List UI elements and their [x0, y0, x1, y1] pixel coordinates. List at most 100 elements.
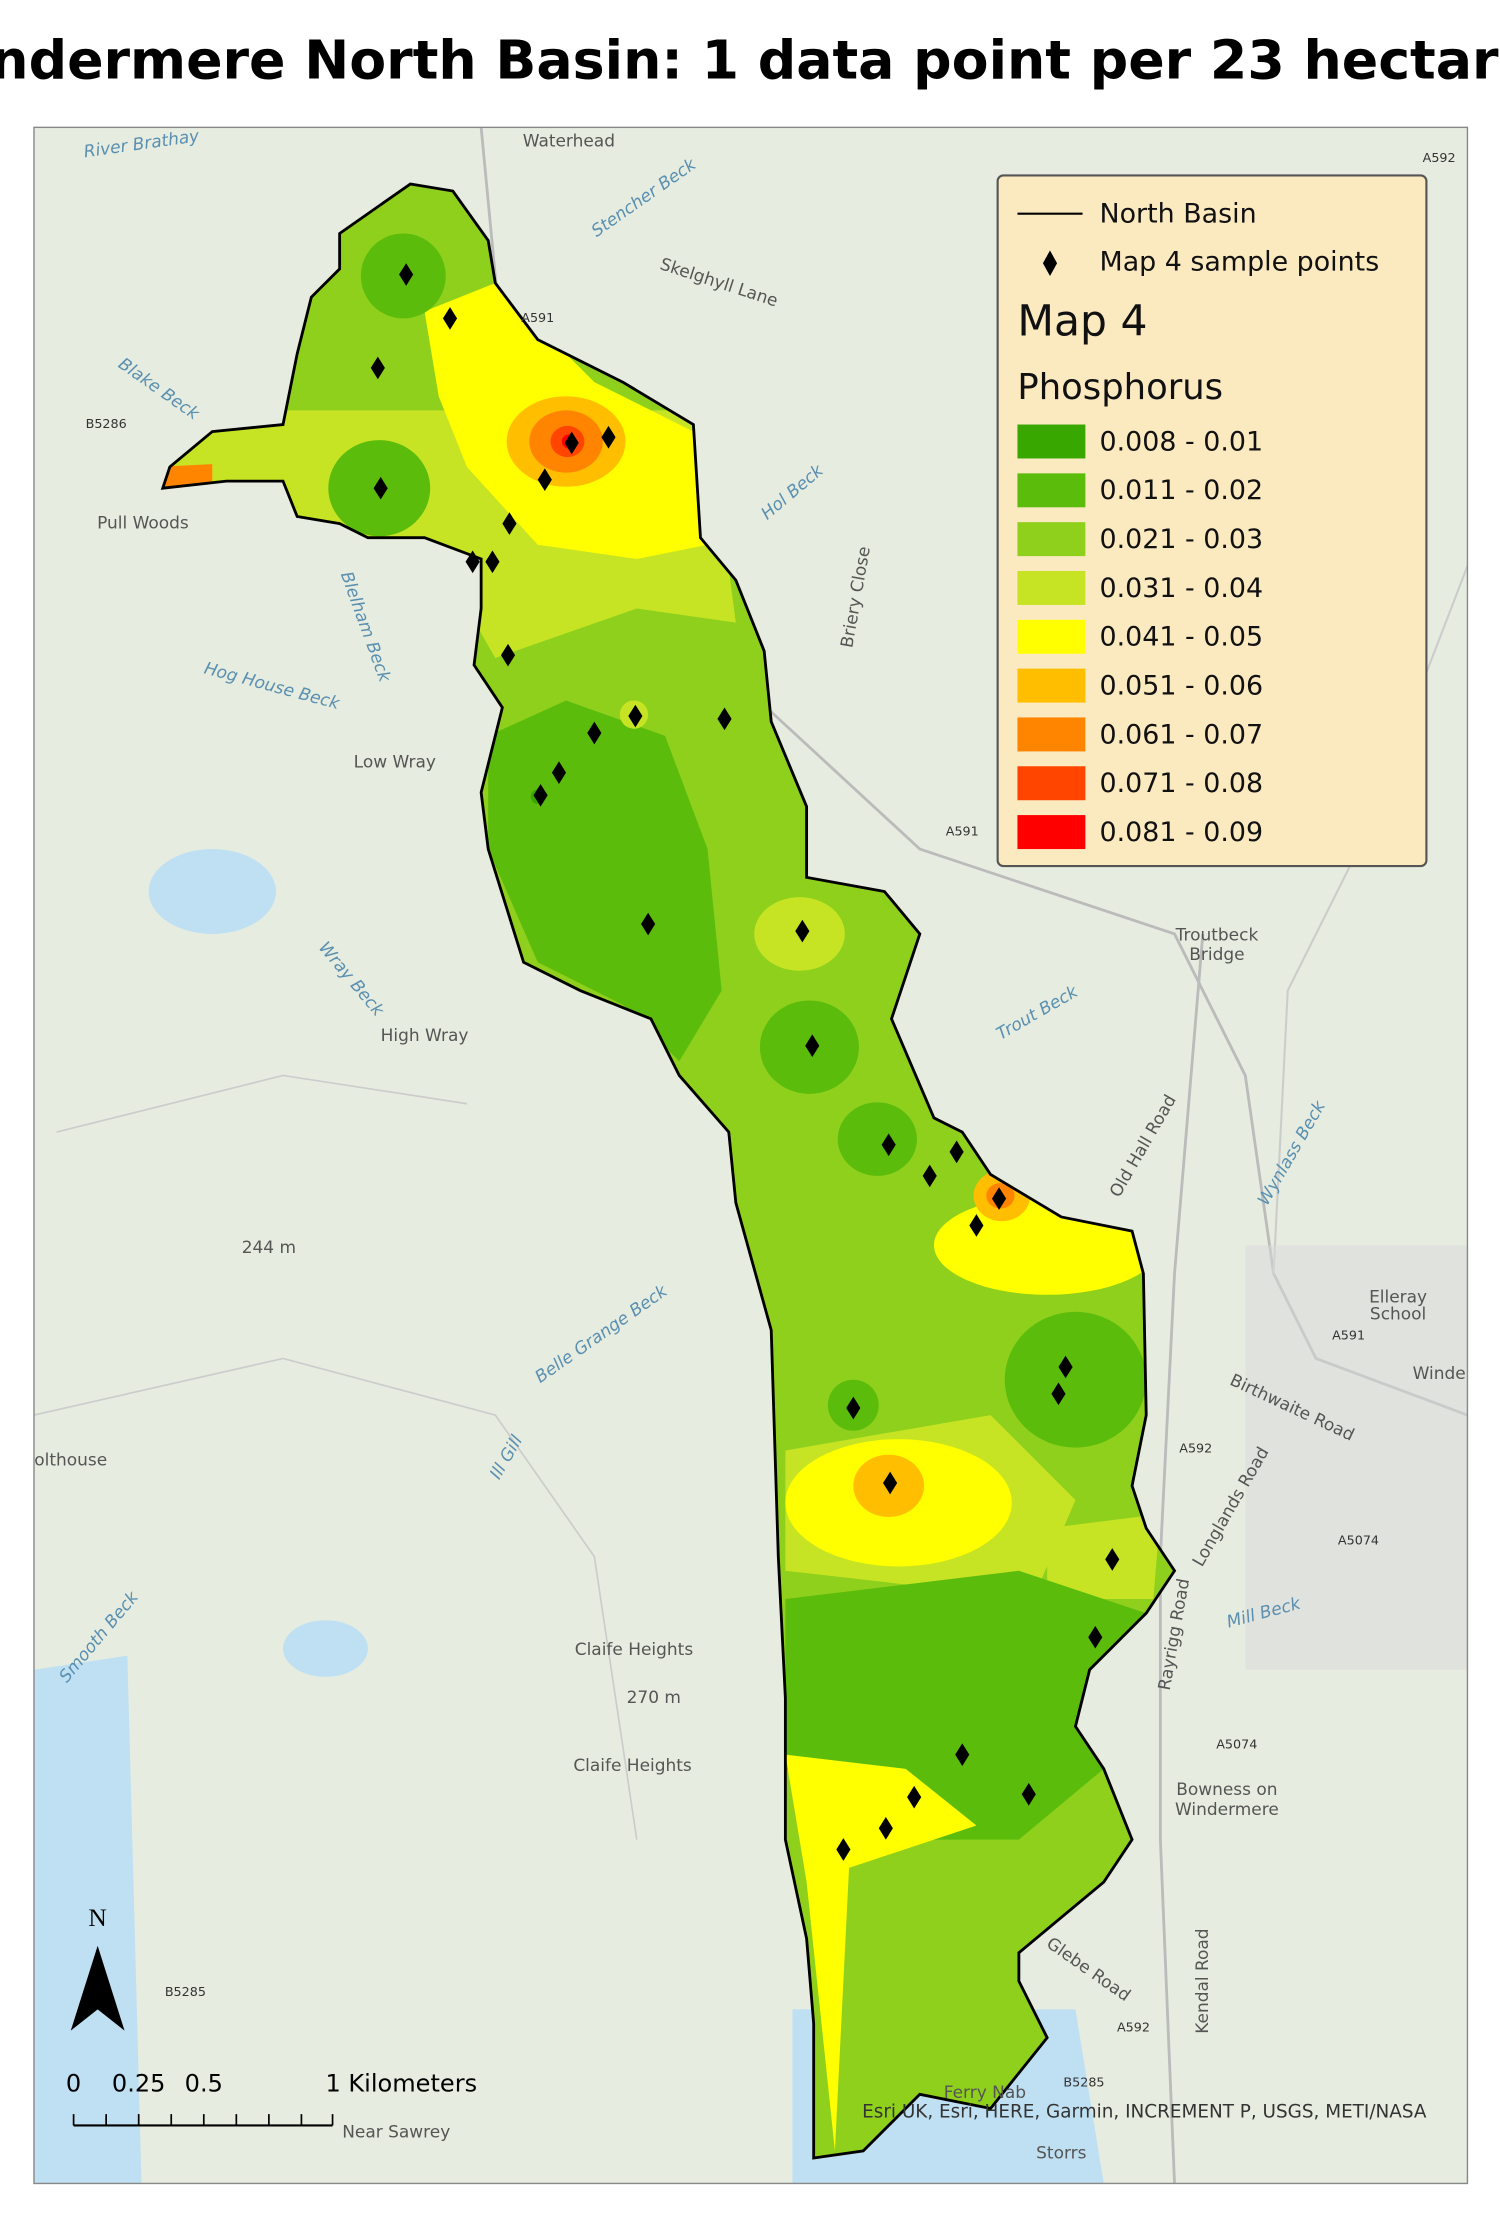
place-label: 270 m: [627, 1688, 681, 1708]
place-label: School: [1370, 1305, 1426, 1325]
legend-label: Map 4 sample points: [1100, 247, 1380, 278]
legend-classes: 0.008 - 0.01 0.011 - 0.02 0.021 - 0.03 0.03…: [1017, 424, 1264, 850]
title: Windermere North Basin: 1 data point per…: [0, 28, 1500, 91]
road: [33, 1357, 638, 1840]
sample-point: [1051, 1382, 1066, 1406]
scale-label: 1 Kilometers: [325, 2069, 477, 2097]
legend-class-label: 0.071 - 0.08: [1100, 768, 1264, 799]
legend-point-symbol: [1042, 250, 1058, 276]
sample-point: [836, 1838, 851, 1861]
place-label: High Wray: [381, 1026, 469, 1046]
sample-point: [878, 1816, 893, 1840]
water: [283, 1620, 368, 1677]
legend-label: North Basin: [1100, 199, 1257, 230]
legend-class-label: 0.051 - 0.06: [1100, 671, 1264, 702]
place-label: olthouse: [34, 1450, 107, 1470]
phosphorus-surface: [162, 183, 1175, 2158]
north-arrow: N: [70, 1903, 125, 2031]
urban-area: [1245, 1245, 1468, 1670]
road: [56, 1074, 468, 1133]
scale-bar: 0 0.25 0.5 1 Kilometers: [66, 2069, 477, 2127]
legend-map-title: Map 4: [1017, 298, 1147, 347]
place-label: Waterhead: [523, 132, 615, 152]
legend-swatch: [1017, 522, 1086, 557]
class-zone: [1004, 1311, 1147, 1448]
sample-point: [969, 1214, 984, 1237]
place-label: Troutbeck: [1175, 925, 1259, 945]
place-label: A592: [1423, 151, 1456, 166]
sample-point: [465, 550, 480, 574]
sample-point: [846, 1396, 861, 1420]
place-label: Bowness on: [1176, 1780, 1277, 1800]
scale-label: 0.25: [112, 2069, 166, 2097]
legend-swatch: [1017, 619, 1086, 654]
attribution: Esri UK, Esri, HERE, Garmin, INCREMENT P…: [862, 2102, 1427, 2123]
basin-outline: [160, 182, 1177, 2160]
sample-point: [601, 425, 616, 449]
legend-box: [996, 174, 1428, 868]
place-label: Windermere: [1175, 1800, 1279, 1820]
class-zone: [785, 1754, 977, 2151]
legend-class-label: 0.081 - 0.09: [1100, 817, 1264, 848]
legend-swatch: [1017, 668, 1086, 703]
place-label: Storrs: [1036, 2144, 1086, 2164]
legend-class-label: 0.021 - 0.03: [1100, 524, 1264, 555]
sample-point: [922, 1164, 937, 1188]
place-label: Bridge: [1189, 945, 1244, 965]
sample-point: [949, 1140, 964, 1164]
legend: North Basin Map 4 sample points Map 4 Ph…: [996, 174, 1428, 868]
water: [148, 849, 276, 934]
place-label: A591: [1332, 1328, 1365, 1343]
legend-swatch: [1017, 815, 1086, 850]
sample-point: [537, 468, 552, 492]
class-zone: [1047, 1514, 1161, 1600]
place-label: Kendal Road: [1193, 1928, 1213, 2033]
sample-point: [881, 1133, 896, 1157]
legend-class-label: 0.008 - 0.01: [1100, 426, 1264, 457]
sample-point: [399, 263, 414, 286]
place-label: B5285: [1063, 2075, 1104, 2090]
north-label: N: [88, 1903, 106, 1932]
legend-swatch: [1017, 570, 1086, 605]
sample-point: [1088, 1625, 1103, 1649]
place-label: Claife Heights: [573, 1756, 692, 1776]
sample-point: [1105, 1548, 1120, 1571]
place-label: Low Wray: [354, 753, 436, 773]
place-label: Winde: [1413, 1364, 1466, 1384]
water: [33, 1655, 142, 2184]
sample-point: [533, 783, 548, 807]
sample-point: [805, 1034, 820, 1058]
place-label: Near Sawrey: [342, 2123, 450, 2143]
place-label: A5074: [1338, 1534, 1379, 1549]
sample-point: [442, 307, 458, 330]
sample-point: [991, 1187, 1007, 1210]
scale-label: 0: [66, 2069, 81, 2097]
place-label: A591: [521, 311, 554, 326]
place-label: B5286: [86, 417, 127, 432]
place-label: A592: [1117, 2020, 1150, 2035]
place-label: B5285: [165, 1985, 206, 2000]
legend-swatch: [1017, 766, 1086, 801]
place-label: Claife Heights: [575, 1640, 694, 1660]
map-frame: [33, 126, 1469, 2185]
legend-variable: Phosphorus: [1017, 367, 1223, 408]
legend-class-label: 0.031 - 0.04: [1100, 573, 1264, 604]
place-label: 244 m: [242, 1238, 296, 1258]
sample-point: [907, 1785, 922, 1809]
class-zone: [837, 1102, 917, 1176]
place-label: A592: [1179, 1442, 1212, 1457]
legend-swatch: [1017, 424, 1086, 459]
legend-swatch: [1017, 717, 1086, 752]
place-label: Pull Woods: [97, 514, 189, 534]
sample-point: [795, 919, 810, 943]
sample-point: [551, 761, 567, 784]
legend-class-label: 0.061 - 0.07: [1100, 719, 1264, 750]
sample-point: [955, 1743, 970, 1767]
place-label: Ferry Nab: [944, 2083, 1026, 2103]
scale-label: 0.5: [185, 2069, 223, 2097]
place-label: Elleray: [1369, 1288, 1427, 1308]
legend-class-label: 0.011 - 0.02: [1100, 475, 1264, 506]
sample-point: [1021, 1782, 1036, 1806]
legend-class-label: 0.041 - 0.05: [1100, 622, 1264, 653]
